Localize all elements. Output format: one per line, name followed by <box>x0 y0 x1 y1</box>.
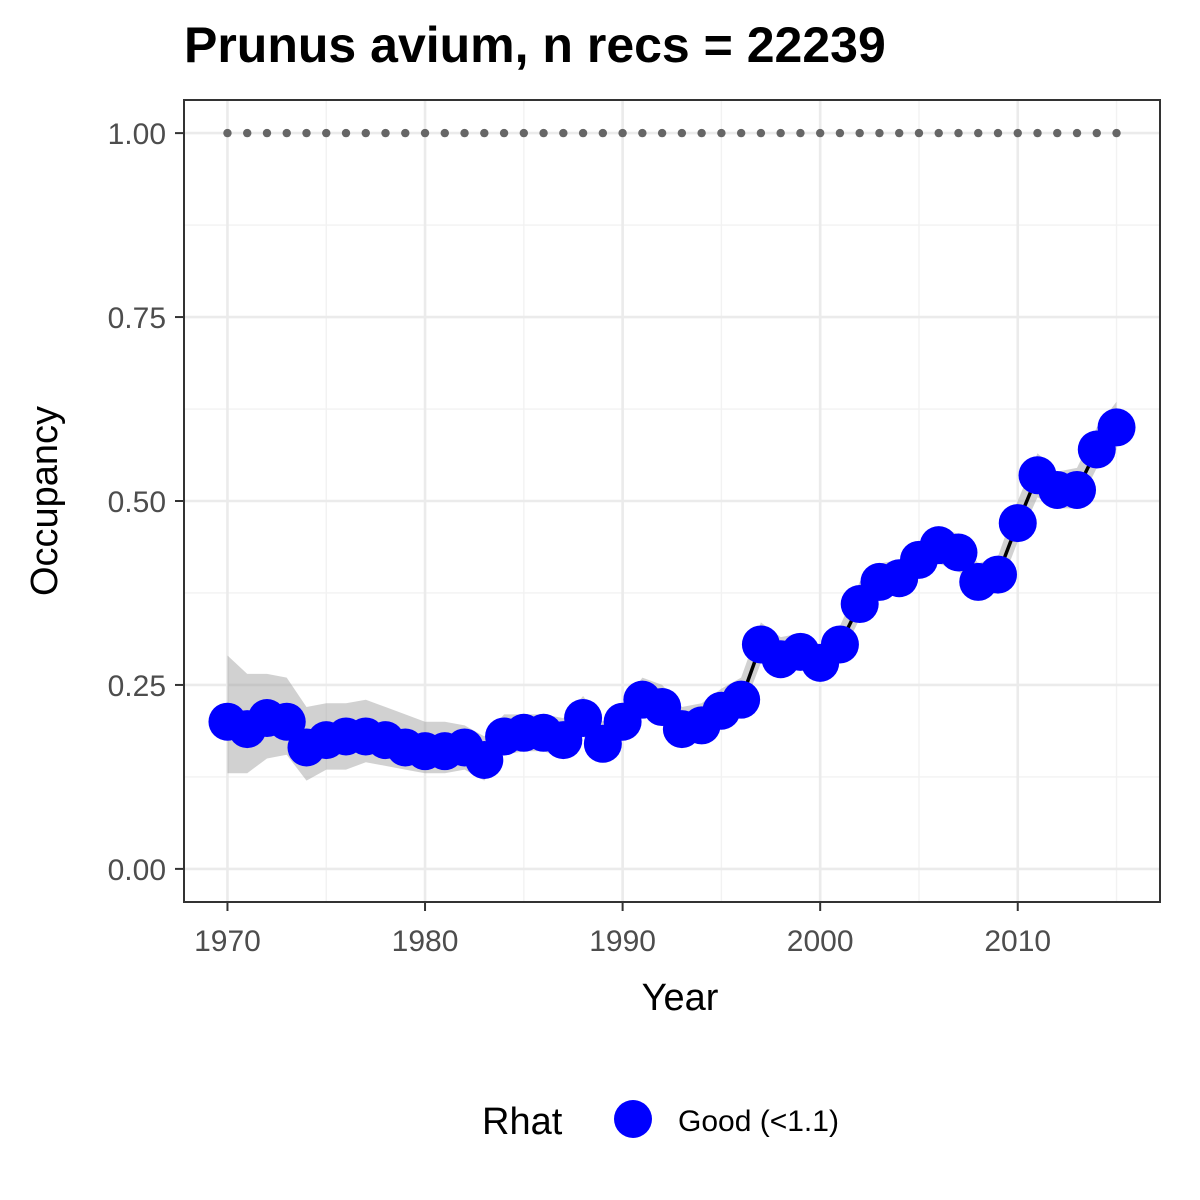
reference-dot <box>519 128 529 138</box>
reference-dot <box>875 128 884 138</box>
reference-dot <box>974 128 983 138</box>
reference-dot <box>578 128 588 138</box>
reference-dot <box>1112 128 1121 138</box>
reference-dot <box>1072 128 1082 138</box>
x-tick-label: 1970 <box>194 925 261 958</box>
reference-dot <box>1033 128 1042 138</box>
reference-dot <box>539 128 548 138</box>
legend-label-good: Good (<1.1) <box>678 1105 839 1138</box>
reference-dot <box>697 128 706 138</box>
reference-dot <box>381 128 390 138</box>
reference-dot <box>855 128 864 138</box>
y-axis-title: Occupancy <box>24 406 66 596</box>
reference-dot <box>559 128 568 138</box>
reference-dot <box>1013 128 1022 138</box>
reference-dot <box>499 128 509 138</box>
reference-dot <box>420 128 430 138</box>
y-axis: 0.00 0.25 0.50 0.75 1.00 <box>108 118 184 887</box>
x-tick-label: 1990 <box>589 925 656 958</box>
reference-dot <box>401 128 410 138</box>
reference-dot <box>322 128 331 138</box>
y-tick-label: 0.75 <box>108 302 166 335</box>
data-point <box>939 533 978 572</box>
reference-dot <box>815 128 825 138</box>
reference-dot <box>717 128 726 138</box>
reference-dot <box>361 128 370 138</box>
data-point <box>978 555 1017 594</box>
reference-dot <box>895 128 904 138</box>
legend-key-good <box>614 1100 652 1138</box>
x-tick-label: 1980 <box>392 925 459 958</box>
reference-dot <box>1092 128 1101 138</box>
reference-dot <box>480 128 489 138</box>
data-point <box>998 504 1037 543</box>
plot-panel <box>183 99 1161 903</box>
reference-dot <box>223 128 232 138</box>
reference-dot <box>262 128 272 138</box>
x-axis-title: Year <box>642 977 719 1019</box>
reference-dot <box>460 128 469 138</box>
reference-dot <box>677 128 687 138</box>
data-point <box>267 702 306 741</box>
reference-dot <box>638 128 647 138</box>
reference-dot <box>618 128 627 138</box>
y-tick-label: 1.00 <box>108 118 166 151</box>
data-point <box>1097 408 1136 447</box>
x-axis: 1970 1980 1990 2000 2010 <box>194 902 1051 958</box>
occupancy-points <box>208 408 1136 779</box>
x-tick-label: 2010 <box>984 925 1051 958</box>
reference-dot <box>341 128 351 138</box>
reference-dot <box>736 128 746 138</box>
reference-dot <box>914 128 924 138</box>
data-point <box>820 625 859 664</box>
legend-title: Rhat <box>482 1101 563 1143</box>
y-tick-label: 0.25 <box>108 670 166 703</box>
reference-dot <box>934 128 943 138</box>
data-point <box>564 699 603 738</box>
reference-dot <box>756 128 766 138</box>
reference-dot <box>993 128 1003 138</box>
data-point <box>1058 470 1097 509</box>
reference-dot <box>657 128 667 138</box>
y-tick-label: 0.50 <box>108 486 166 519</box>
reference-line-dotted <box>223 128 1121 138</box>
reference-dot <box>598 128 608 138</box>
reference-dot <box>1053 128 1062 138</box>
reference-dot <box>835 128 845 138</box>
chart-title: Prunus avium, n recs = 22239 <box>184 17 886 73</box>
reference-dot <box>954 128 963 138</box>
reference-dot <box>796 128 805 138</box>
y-tick-label: 0.00 <box>108 854 166 887</box>
reference-dot <box>440 128 449 138</box>
reference-dot <box>776 128 785 138</box>
x-tick-label: 2000 <box>787 925 854 958</box>
reference-dot <box>282 128 291 138</box>
reference-dot <box>302 128 311 138</box>
data-point <box>722 680 761 719</box>
reference-dot <box>243 128 252 138</box>
legend: Rhat Good (<1.1) <box>482 1100 839 1143</box>
